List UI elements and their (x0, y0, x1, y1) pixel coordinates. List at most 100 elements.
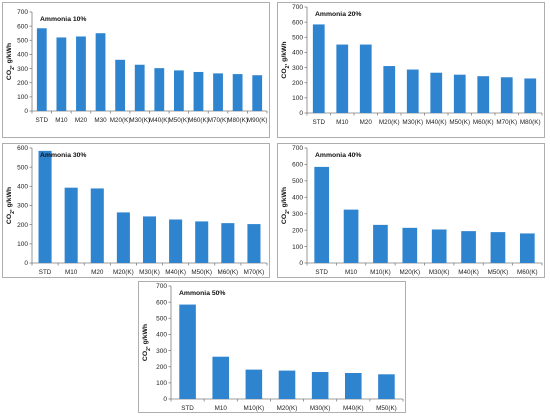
x-tick-label: M40(K) (149, 117, 170, 124)
y-tick-label: 600 (292, 162, 303, 169)
x-tick-label: M60(K) (188, 117, 209, 124)
y-tick-label: 200 (17, 222, 28, 229)
y-tick-label: 600 (156, 299, 167, 306)
y-tick-label: 600 (17, 23, 28, 30)
x-tick-label: M30(K) (129, 117, 150, 124)
bar (519, 233, 535, 263)
x-tick-label: M50(K) (488, 269, 509, 276)
y-tick-label: 700 (292, 4, 303, 11)
x-tick-label: M30(K) (139, 269, 160, 276)
x-tick-label: M10 (336, 119, 349, 126)
y-tick-label: 200 (156, 364, 167, 371)
y-tick-label: 400 (17, 52, 28, 59)
y-tick-label: 100 (292, 95, 303, 102)
y-tick-label: 500 (292, 178, 303, 185)
bar (173, 70, 184, 111)
x-tick-label: M80(K) (520, 119, 541, 126)
bar (115, 59, 126, 111)
x-tick-label: M50(K) (191, 269, 212, 276)
y-tick-label: 0 (24, 108, 28, 115)
y-axis-label: CO2, g/kWh (281, 187, 291, 224)
x-tick-label: M40(K) (426, 119, 447, 126)
y-tick-label: 100 (17, 241, 28, 248)
x-tick-label: M20 (360, 119, 373, 126)
chart-frame (138, 281, 406, 413)
x-tick-label: M70(K) (244, 269, 265, 276)
bar (373, 224, 388, 263)
x-tick-label: STD (315, 269, 328, 276)
x-tick-label: M40(K) (458, 269, 479, 276)
y-tick-label: 600 (17, 145, 28, 152)
chart-panel-ammonia-20: 0 100 200 300 400 500 600 700 STD M10 M20 M20(K) M30… (277, 2, 545, 138)
x-tick-label: M30(K) (402, 119, 423, 126)
x-tick-label: STD (181, 405, 194, 412)
y-axis-label: CO2, g/kWh (6, 187, 16, 224)
x-tick-label: M60(K) (473, 119, 494, 126)
y-tick-label: 100 (17, 94, 28, 101)
y-tick-label: 500 (156, 315, 167, 322)
bar (278, 370, 296, 399)
x-tick-label: M10 (65, 269, 78, 276)
y-tick-label: 500 (17, 37, 28, 44)
bar (383, 66, 396, 113)
y-axis-label: CO2, g/kWh (6, 43, 16, 80)
chart-svg: 0 100 200 300 400 500 600 STD M10 M20 M20(K) M30(K)… (2, 143, 270, 278)
bar (213, 73, 223, 111)
x-tick-label: M40(K) (165, 269, 186, 276)
x-tick-label: M20(K) (113, 269, 134, 276)
chart-panel-ammonia-10: 0 100 200 300 400 500 600 700 STD M10 M20 M30 M20(K)… (2, 2, 270, 138)
x-tick-label: M90(K) (247, 117, 268, 124)
bar (95, 33, 106, 111)
bar (359, 44, 372, 113)
y-tick-label: 0 (299, 260, 303, 267)
bar (142, 216, 157, 263)
chart-panel-ammonia-30: 0 100 200 300 400 500 600 STD M10 M20 M20(K) M30(K)… (2, 143, 270, 278)
x-tick-label: M70(K) (208, 117, 229, 124)
x-tick-label: M10 (345, 269, 358, 276)
bar (76, 36, 86, 111)
y-tick-label: 200 (292, 80, 303, 87)
y-tick-label: 200 (292, 227, 303, 234)
chart-panel-ammonia-50: 0 100 200 300 400 500 600 700 STD M10 M10(K) M20(K)… (138, 281, 406, 413)
bar (453, 74, 466, 113)
y-tick-label: 400 (292, 194, 303, 201)
x-tick-label: STD (39, 269, 52, 276)
x-tick-label: M10(K) (244, 405, 265, 412)
x-tick-label: M50(K) (376, 405, 397, 412)
x-tick-label: M20 (75, 117, 88, 124)
chart-svg: 0 100 200 300 400 500 600 700 STD M10 M10(K) M20(K)… (277, 143, 545, 278)
x-tick-label: M20(K) (399, 269, 420, 276)
y-tick-label: 400 (156, 332, 167, 339)
bar (524, 78, 537, 113)
bar (245, 369, 263, 399)
y-tick-label: 700 (156, 283, 167, 290)
bar (430, 72, 443, 113)
x-tick-label: M20(K) (110, 117, 131, 124)
y-axis-label: CO2, g/kWh (142, 324, 152, 361)
bar (90, 188, 104, 263)
x-tick-label: M30 (94, 117, 107, 124)
y-tick-label: 400 (292, 50, 303, 57)
y-tick-label: 100 (292, 244, 303, 251)
bar (345, 373, 362, 399)
bar (431, 229, 447, 263)
y-tick-label: 200 (17, 80, 28, 87)
y-tick-label: 500 (17, 164, 28, 171)
bar (378, 374, 395, 399)
bar (314, 166, 330, 263)
y-tick-label: 300 (156, 348, 167, 355)
bar (212, 356, 229, 399)
y-tick-label: 600 (292, 19, 303, 26)
bar (169, 219, 183, 263)
x-tick-label: M60(K) (517, 269, 538, 276)
bar (247, 224, 261, 263)
y-tick-label: 500 (292, 34, 303, 41)
x-tick-label: M20(K) (277, 405, 298, 412)
x-tick-label: M10 (215, 405, 228, 412)
bar (406, 69, 419, 113)
bar (64, 187, 78, 263)
x-tick-label: M50(K) (449, 119, 470, 126)
chart-title: Ammonia 20% (315, 11, 361, 18)
y-tick-label: 700 (292, 145, 303, 152)
bar (461, 231, 476, 263)
